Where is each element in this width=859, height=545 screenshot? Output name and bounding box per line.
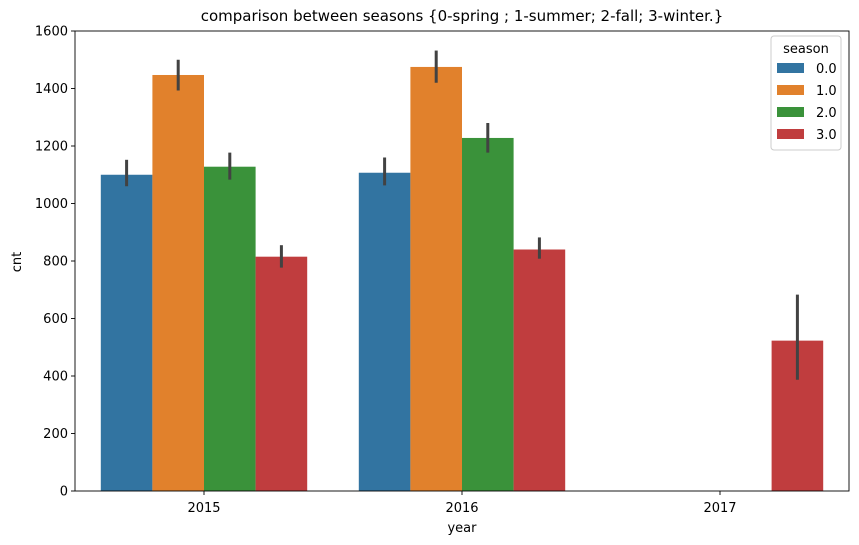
axes: 0 200 400 600 800 1000 1200 1400 1600 2015 2016 201… <box>35 25 850 516</box>
bar-2.0-2016 <box>462 137 514 491</box>
legend-label-2.0: 2.0 <box>816 106 837 121</box>
legend-label-1.0: 1.0 <box>816 84 837 99</box>
legend-swatch-2.0 <box>777 107 804 117</box>
bar-0.0-2015 <box>100 174 153 491</box>
legend-title: season <box>783 42 829 57</box>
bar-1.0-2016 <box>410 66 462 491</box>
bar-2.0-2015 <box>204 166 256 491</box>
bar-3.0-2016 <box>513 249 566 491</box>
y-tick-label: 600 <box>43 312 68 327</box>
y-tick-label: 1200 <box>35 140 68 155</box>
y-tick-label: 1400 <box>35 82 68 97</box>
y-tick-label: 1000 <box>35 197 68 212</box>
legend-swatch-3.0 <box>777 129 804 139</box>
legend: season 0.0 1.0 2.0 3.0 <box>770 35 842 151</box>
x-tick-label: 2016 <box>445 501 478 516</box>
legend-label-0.0: 0.0 <box>816 62 837 77</box>
x-tick-label: 2017 <box>703 501 736 516</box>
x-tick-label: 2015 <box>187 501 220 516</box>
bar-3.0-2015 <box>255 256 308 491</box>
y-tick-label: 0 <box>60 485 68 500</box>
legend-swatch-1.0 <box>777 85 804 95</box>
chart-title: comparison between seasons {0-spring ; 1… <box>201 7 724 25</box>
legend-label-3.0: 3.0 <box>816 128 837 143</box>
y-tick-label: 200 <box>43 427 68 442</box>
x-axis-label: year <box>447 521 477 536</box>
bar-1.0-2015 <box>152 74 204 492</box>
y-tick-label: 800 <box>43 255 68 270</box>
plot-area <box>100 50 824 492</box>
y-axis-label: cnt <box>10 252 25 272</box>
legend-swatch-0.0 <box>777 63 804 73</box>
y-tick-label: 1600 <box>35 25 68 40</box>
y-tick-label: 400 <box>43 370 68 385</box>
bar-0.0-2016 <box>358 172 411 492</box>
